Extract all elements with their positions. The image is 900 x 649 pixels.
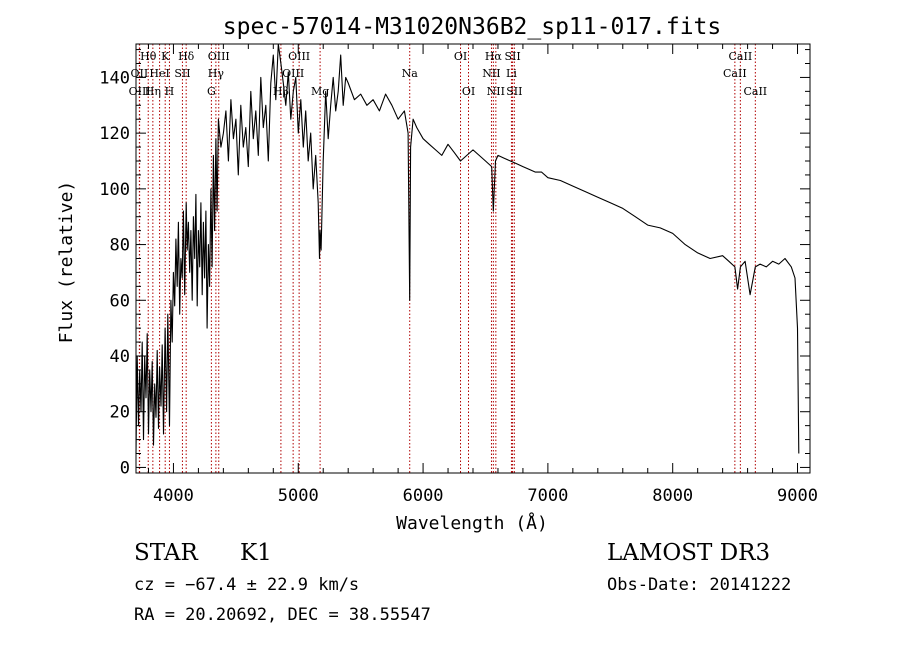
x-axis-label: Wavelength (Å) <box>396 512 548 534</box>
x-tick-label: 7000 <box>527 486 568 506</box>
line-label: G <box>207 85 216 98</box>
coordinates-readout: RA = 20.20692, DEC = 38.55547 <box>134 605 431 625</box>
x-tick-label: 4000 <box>153 486 194 506</box>
y-axis-label: Flux (relative) <box>56 181 77 344</box>
y-axis-ticks: 0 20 40 60 80 100 120 140 <box>99 49 810 478</box>
x-tick-label: 5000 <box>278 486 319 506</box>
line-label: H <box>165 85 175 98</box>
line-label: OII <box>131 67 149 80</box>
survey-name: LAMOST DR3 <box>607 540 770 566</box>
line-label: Hα <box>485 50 503 63</box>
object-class: STAR <box>134 540 198 566</box>
line-label: CaII <box>743 85 767 98</box>
line-label: OIII <box>282 67 304 80</box>
line-label: OI <box>462 85 475 98</box>
x-tick-label: 8000 <box>652 486 693 506</box>
line-label: CaII <box>729 50 753 63</box>
line-label: SII <box>504 50 520 63</box>
object-subclass: K1 <box>240 540 272 566</box>
x-tick-label: 6000 <box>403 486 444 506</box>
x-tick-label: 9000 <box>777 486 818 506</box>
y-tick-label: 60 <box>110 291 130 311</box>
y-tick-label: 0 <box>120 458 130 478</box>
line-label: OI <box>454 50 467 63</box>
y-tick-label: 80 <box>110 236 130 256</box>
x-axis-ticks: 4000 5000 6000 7000 8000 9000 <box>147 44 818 506</box>
line-label: HeI <box>149 67 169 80</box>
line-label: Hγ <box>208 67 225 80</box>
line-label: OIII <box>288 50 310 63</box>
spectral-line-markers <box>138 44 756 473</box>
observation-date: Obs-Date: 20141222 <box>607 575 791 595</box>
line-label: Hθ <box>140 50 157 63</box>
y-tick-label: 120 <box>99 124 130 144</box>
line-label: NII <box>482 67 500 80</box>
line-label: CaII <box>723 67 747 80</box>
y-tick-label: 40 <box>110 347 130 367</box>
line-label: K <box>161 50 170 63</box>
y-tick-label: 140 <box>99 68 130 88</box>
y-tick-label: 20 <box>110 403 130 423</box>
line-label: NII <box>487 85 505 98</box>
redshift-readout: cz = −67.4 ± 22.9 km/s <box>134 575 359 595</box>
line-label: Li <box>506 67 517 80</box>
line-label: Na <box>402 67 419 80</box>
line-label: SII <box>506 85 522 98</box>
line-label: Hη <box>145 85 161 98</box>
chart-title: spec-57014-M31020N36B2_sp11-017.fits <box>223 14 722 40</box>
line-label: SII <box>174 67 190 80</box>
line-label: Hδ <box>178 50 195 63</box>
line-label: Mg <box>311 85 329 98</box>
spectrum-line <box>135 43 800 454</box>
line-label: OIII <box>208 50 230 63</box>
y-tick-label: 100 <box>99 180 130 200</box>
